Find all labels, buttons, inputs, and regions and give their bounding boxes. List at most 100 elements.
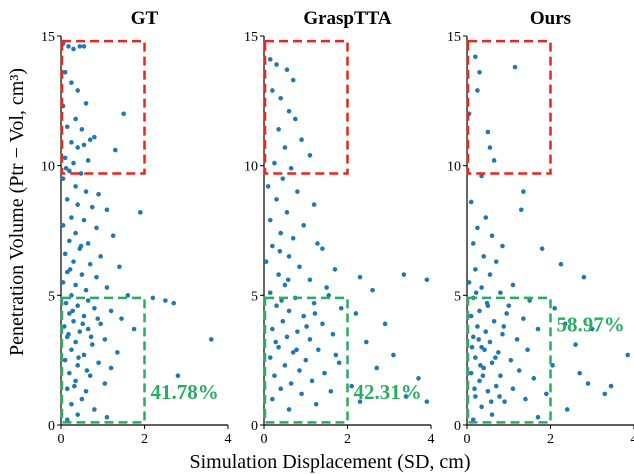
- scatter-point: [527, 298, 532, 303]
- scatter-point: [523, 396, 528, 402]
- scatter-point: [276, 272, 281, 277]
- scatter-point: [489, 360, 495, 366]
- scatter-point: [71, 318, 76, 324]
- scatter-point: [87, 373, 93, 379]
- scatter-point: [514, 337, 520, 342]
- scatter-point: [481, 254, 487, 259]
- scatter-point: [96, 360, 101, 366]
- y-tick-label: 10: [41, 160, 55, 175]
- scatter-point: [286, 254, 292, 259]
- scatter-point: [320, 321, 325, 327]
- scatter-point: [284, 67, 290, 73]
- x-tick-label: 2: [141, 432, 148, 447]
- scatter-point: [112, 147, 118, 153]
- scatter-point: [475, 88, 480, 93]
- scatter-point: [117, 264, 122, 270]
- scatter-point: [277, 248, 283, 254]
- scatter-point: [280, 176, 286, 181]
- scatter-point: [62, 357, 68, 363]
- scatter-point: [391, 352, 396, 358]
- scatter-point: [92, 134, 97, 140]
- y-tick-label: 5: [48, 289, 55, 304]
- scatter-point: [370, 287, 375, 293]
- scatter-point: [478, 363, 483, 368]
- scatter-point: [506, 303, 512, 309]
- scatter-point: [90, 342, 95, 347]
- scatter-point: [171, 300, 177, 306]
- scatter-point: [510, 386, 516, 391]
- scatter-point: [484, 300, 490, 306]
- y-tick-label: 0: [454, 419, 461, 434]
- scatter-point: [75, 303, 80, 309]
- scatter-point: [66, 331, 71, 337]
- scatter-point: [489, 412, 495, 417]
- x-tick-label: 2: [344, 432, 351, 447]
- scatter-point: [78, 243, 84, 249]
- scatter-point: [69, 140, 74, 145]
- x-axis-label: Simulation Displacement (SD, cm): [189, 451, 470, 473]
- scatter-point: [552, 306, 557, 311]
- scatter-point: [500, 243, 505, 249]
- scatter-point: [75, 202, 80, 207]
- scatter-point: [267, 290, 273, 296]
- scatter-point: [63, 300, 69, 306]
- scatter-point: [290, 235, 296, 241]
- scatter-point: [284, 334, 290, 340]
- scatter-point: [297, 264, 302, 270]
- scatter-point: [73, 184, 78, 189]
- scatter-point: [488, 399, 494, 404]
- scatter-point: [293, 116, 298, 122]
- scatter-point: [274, 62, 279, 67]
- scatter-point: [108, 308, 114, 314]
- scatter-point: [480, 373, 486, 379]
- scatter-point: [299, 391, 304, 397]
- x-tick-label: 2: [547, 432, 554, 447]
- scatter-point: [278, 95, 284, 101]
- scatter-point: [424, 399, 430, 404]
- scatter-point: [104, 414, 110, 420]
- scatter-point: [299, 137, 304, 143]
- scatter-point: [276, 344, 281, 350]
- scatter-point: [336, 360, 342, 366]
- scatter-point: [83, 101, 89, 106]
- percentage-annotation: 41.78%: [151, 380, 219, 404]
- scatter-point: [489, 233, 495, 238]
- scatter-point: [119, 316, 124, 321]
- scatter-point: [324, 285, 329, 290]
- scatter-point: [72, 383, 77, 389]
- scatter-point: [577, 370, 583, 376]
- scatter-point: [94, 225, 99, 231]
- y-tick-label: 15: [244, 30, 258, 45]
- scatter-point: [60, 280, 66, 285]
- scatter-point: [102, 337, 108, 342]
- scatter-point: [85, 298, 91, 303]
- x-tick-label: 4: [631, 432, 634, 447]
- scatter-point: [79, 127, 85, 132]
- scatter-point: [98, 321, 103, 327]
- scatter-point: [312, 311, 318, 316]
- percentage-annotation: 58.97%: [557, 313, 625, 337]
- low-penetration-box: [60, 296, 146, 424]
- scatter-point: [94, 274, 99, 280]
- scatter-point: [315, 347, 321, 353]
- scatter-point: [475, 324, 480, 329]
- scatter-point: [163, 298, 168, 303]
- scatter-point: [531, 376, 537, 381]
- scatter-point: [73, 282, 78, 288]
- scatter-point: [475, 225, 480, 231]
- scatter-point: [290, 350, 296, 355]
- scatter-point: [62, 155, 68, 161]
- scatter-point: [90, 204, 95, 210]
- scatter-point: [75, 145, 80, 150]
- panel-title: GraspTTA: [303, 8, 392, 29]
- scatter-point: [330, 331, 336, 337]
- scatter-point: [483, 329, 489, 334]
- scatter-point: [67, 370, 72, 376]
- scatter-point: [501, 324, 507, 329]
- scatter-point: [79, 396, 85, 402]
- scatter-point: [357, 399, 363, 404]
- scatter-point: [115, 350, 120, 355]
- scatter-point: [363, 339, 369, 345]
- scatter-point: [290, 77, 296, 83]
